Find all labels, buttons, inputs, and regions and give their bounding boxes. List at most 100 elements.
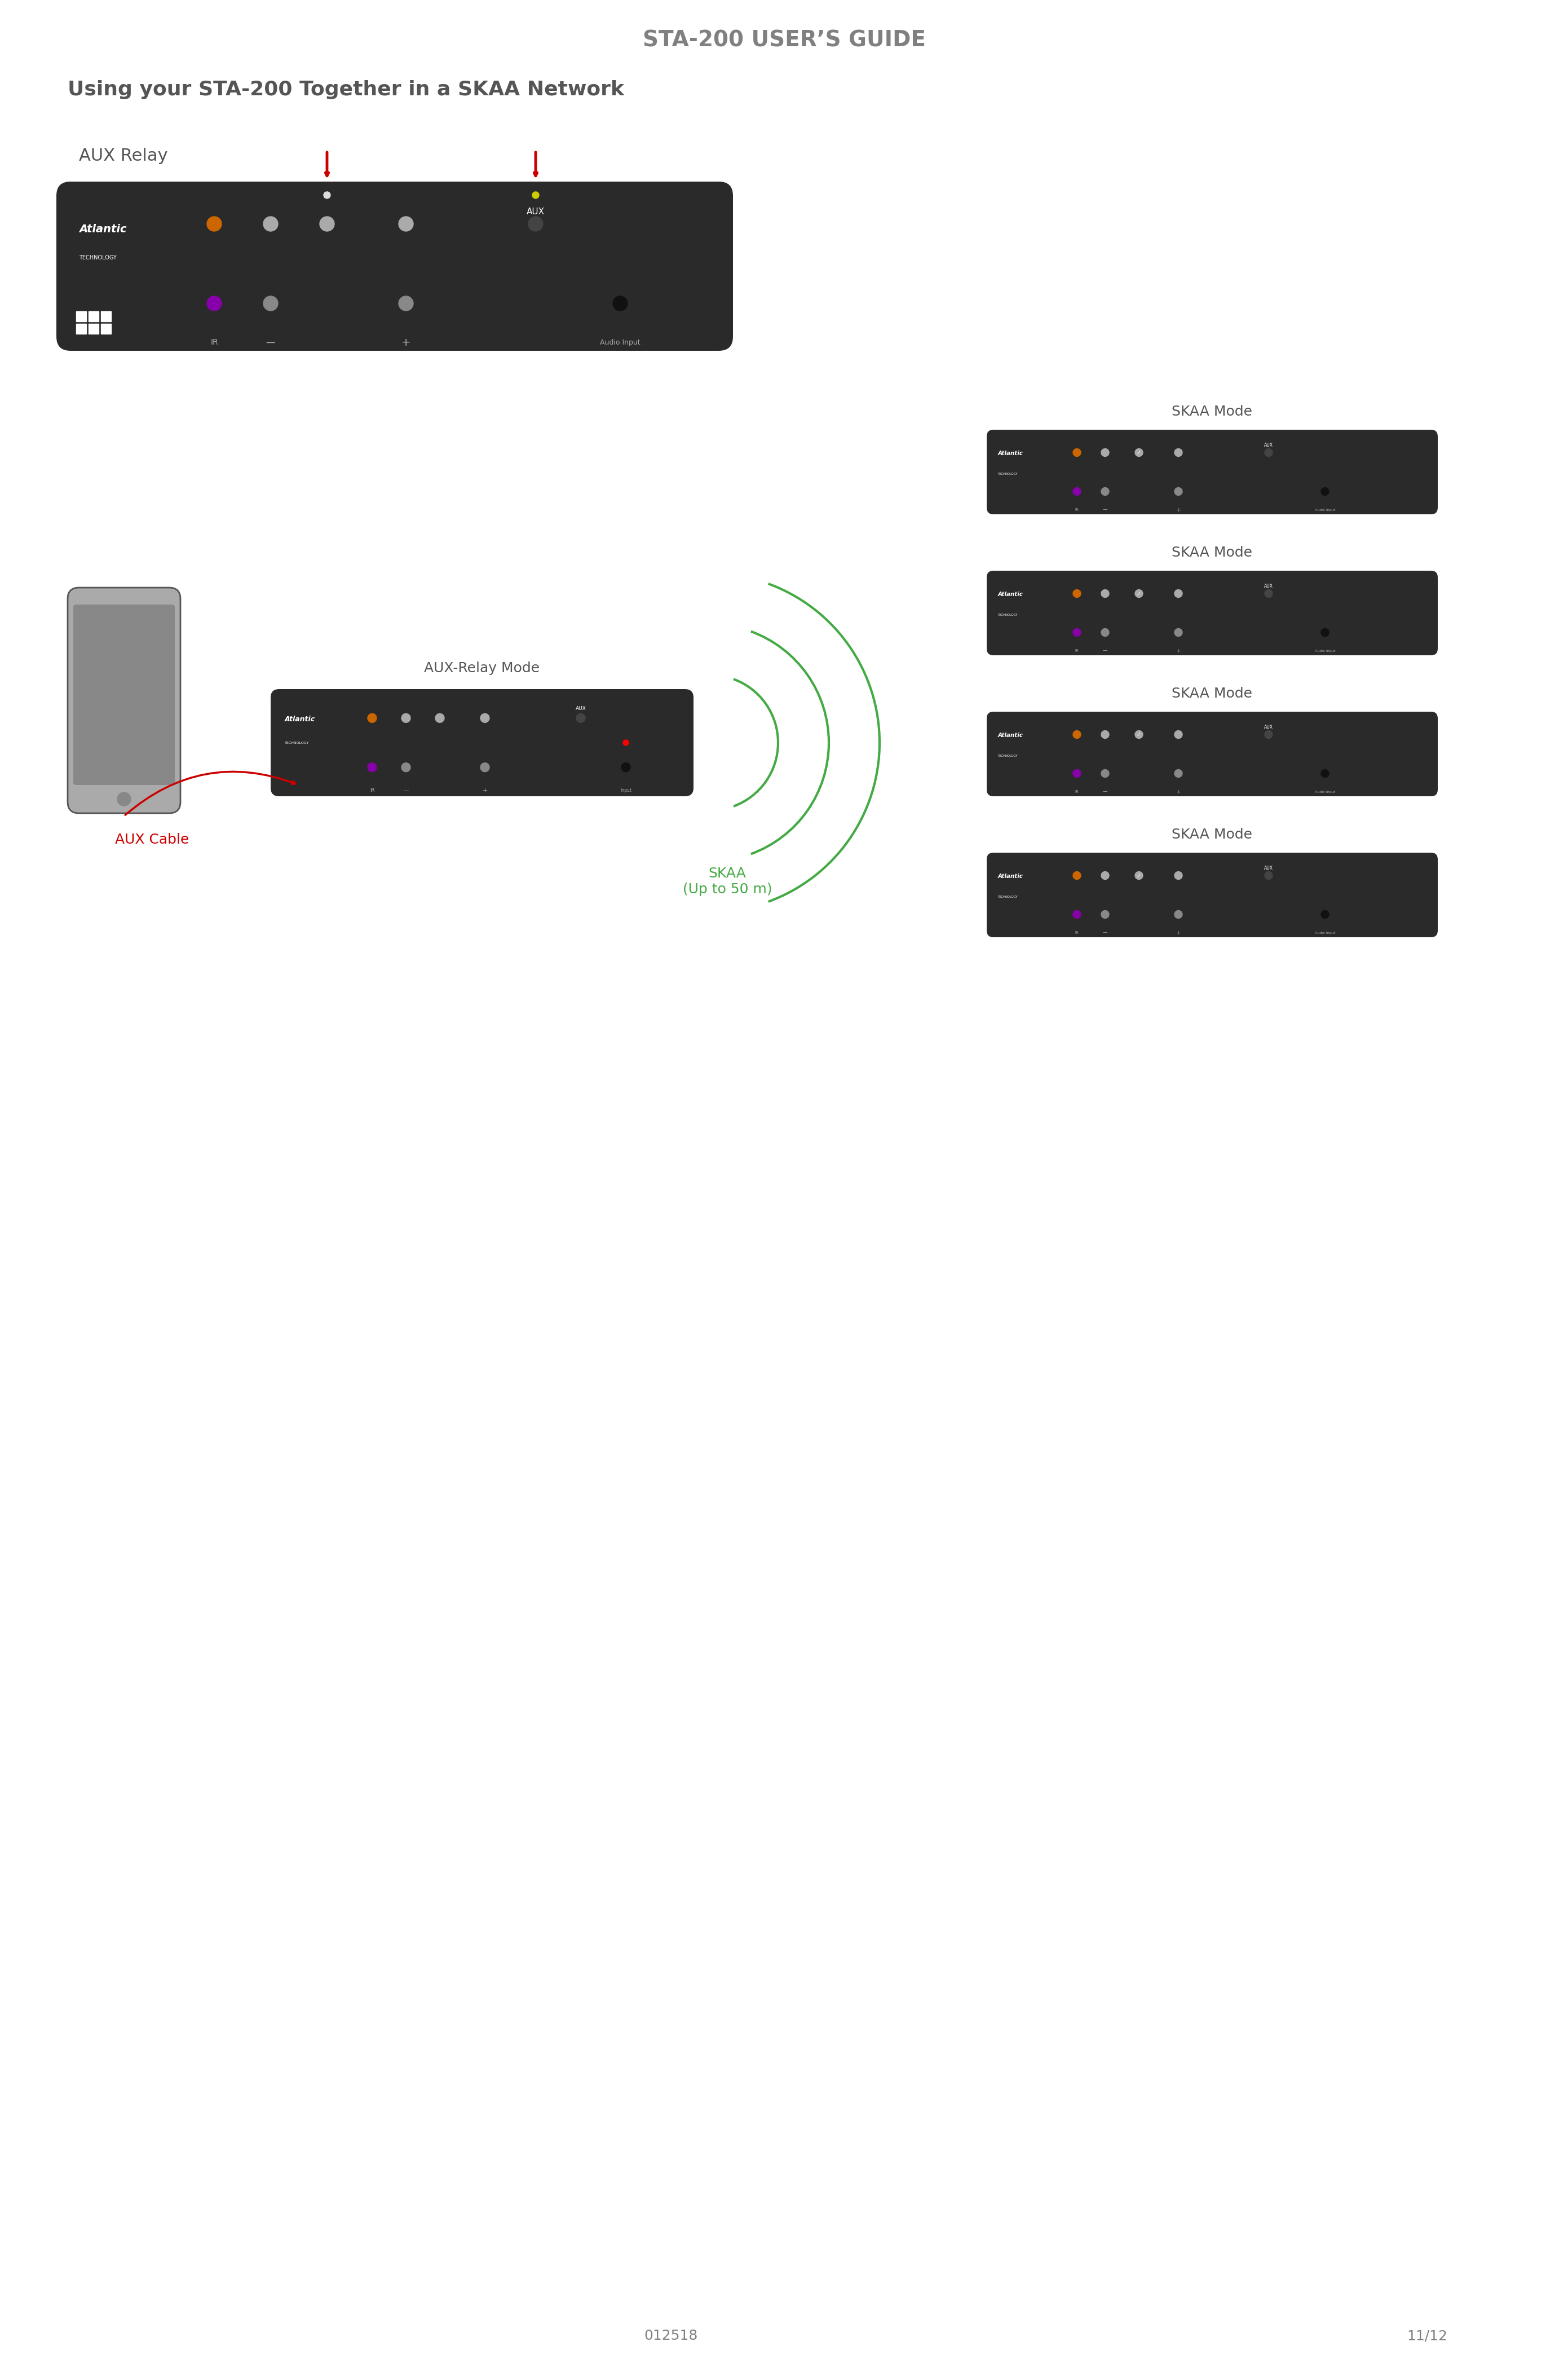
Circle shape: [1135, 872, 1143, 879]
Text: TECHNOLOGY: TECHNOLOGY: [78, 255, 116, 260]
Circle shape: [207, 217, 221, 232]
Circle shape: [1174, 730, 1182, 738]
Circle shape: [263, 296, 278, 310]
Circle shape: [1101, 872, 1109, 879]
Bar: [88, 312, 99, 322]
Text: Audio Input: Audio Input: [601, 338, 640, 345]
Text: TECHNOLOGY: TECHNOLOGY: [997, 754, 1018, 756]
Text: TECHNOLOGY: TECHNOLOGY: [285, 742, 309, 745]
Text: ✓: ✓: [1137, 733, 1142, 738]
Circle shape: [118, 792, 130, 806]
Circle shape: [1101, 730, 1109, 738]
Circle shape: [1073, 629, 1080, 636]
Circle shape: [1265, 449, 1273, 456]
Text: +: +: [483, 787, 488, 794]
Circle shape: [480, 714, 489, 723]
Circle shape: [320, 217, 334, 232]
Text: +: +: [1176, 508, 1181, 513]
Text: IR: IR: [1076, 650, 1079, 652]
Text: 012518: 012518: [644, 2329, 698, 2343]
Text: SKAA Mode: SKAA Mode: [1171, 827, 1253, 842]
Text: Input: Input: [621, 787, 632, 794]
Text: +: +: [1176, 790, 1181, 794]
Circle shape: [1174, 629, 1182, 636]
Text: AUX-Relay Mode: AUX-Relay Mode: [425, 662, 539, 676]
Circle shape: [1101, 910, 1109, 917]
Circle shape: [613, 296, 627, 310]
Text: SKAA Mode: SKAA Mode: [1171, 546, 1253, 560]
Text: SKAA Mode: SKAA Mode: [1171, 404, 1253, 418]
Text: TECHNOLOGY: TECHNOLOGY: [997, 896, 1018, 898]
Circle shape: [1174, 589, 1182, 598]
Circle shape: [1073, 589, 1080, 598]
Circle shape: [1174, 487, 1182, 496]
Text: STA-200 USER’S GUIDE: STA-200 USER’S GUIDE: [643, 28, 925, 50]
Text: Atlantic: Atlantic: [78, 225, 127, 234]
Circle shape: [1265, 730, 1273, 738]
Circle shape: [480, 764, 489, 773]
FancyBboxPatch shape: [67, 589, 180, 813]
Text: ✓: ✓: [1137, 449, 1142, 456]
Circle shape: [1174, 449, 1182, 456]
Text: IR: IR: [370, 787, 375, 794]
Circle shape: [1265, 589, 1273, 598]
Circle shape: [1322, 771, 1330, 778]
Circle shape: [1322, 487, 1330, 496]
Text: IR: IR: [1076, 931, 1079, 934]
Bar: [100, 312, 111, 322]
Circle shape: [207, 296, 221, 310]
Circle shape: [1135, 589, 1143, 598]
Circle shape: [1073, 872, 1080, 879]
FancyBboxPatch shape: [986, 712, 1438, 797]
Text: —: —: [1102, 790, 1107, 794]
Bar: [100, 324, 111, 333]
Text: —: —: [1102, 929, 1107, 936]
Circle shape: [1174, 910, 1182, 917]
Text: +: +: [401, 338, 411, 348]
Text: AUX: AUX: [1264, 723, 1273, 730]
Text: IR: IR: [1076, 790, 1079, 794]
Circle shape: [1073, 771, 1080, 778]
Circle shape: [1322, 629, 1330, 636]
Circle shape: [401, 764, 411, 773]
Bar: [77, 312, 86, 322]
Circle shape: [1101, 589, 1109, 598]
Text: —: —: [403, 787, 409, 794]
Circle shape: [436, 714, 444, 723]
Circle shape: [1135, 449, 1143, 456]
Text: —: —: [267, 338, 276, 348]
Circle shape: [1322, 910, 1330, 917]
Text: Atlantic: Atlantic: [997, 733, 1024, 738]
Text: Atlantic: Atlantic: [997, 875, 1024, 879]
Text: AUX: AUX: [1264, 442, 1273, 447]
Text: TECHNOLOGY: TECHNOLOGY: [997, 612, 1018, 617]
Circle shape: [1135, 730, 1143, 738]
Text: IR: IR: [210, 338, 218, 345]
Circle shape: [1174, 771, 1182, 778]
Text: 11/12: 11/12: [1406, 2329, 1447, 2343]
Text: Audio Input: Audio Input: [1316, 931, 1336, 934]
Text: IR: IR: [1076, 508, 1079, 511]
Text: AUX: AUX: [527, 208, 544, 215]
Text: AUX: AUX: [1264, 865, 1273, 870]
Circle shape: [398, 296, 414, 310]
Circle shape: [401, 714, 411, 723]
FancyBboxPatch shape: [56, 182, 732, 350]
Circle shape: [1101, 771, 1109, 778]
Text: Atlantic: Atlantic: [997, 591, 1024, 598]
Text: SKAA Mode: SKAA Mode: [1171, 688, 1253, 700]
Text: AUX: AUX: [575, 707, 586, 712]
Circle shape: [575, 714, 585, 723]
Text: ✓: ✓: [1137, 591, 1142, 596]
Text: Audio Input: Audio Input: [1316, 650, 1336, 652]
Text: Atlantic: Atlantic: [997, 452, 1024, 456]
Circle shape: [1073, 449, 1080, 456]
Circle shape: [1101, 629, 1109, 636]
Circle shape: [323, 191, 331, 199]
Text: +: +: [1176, 929, 1181, 936]
FancyBboxPatch shape: [986, 430, 1438, 515]
Circle shape: [621, 764, 630, 773]
Circle shape: [367, 714, 376, 723]
Text: +: +: [1176, 648, 1181, 652]
Circle shape: [1101, 449, 1109, 456]
